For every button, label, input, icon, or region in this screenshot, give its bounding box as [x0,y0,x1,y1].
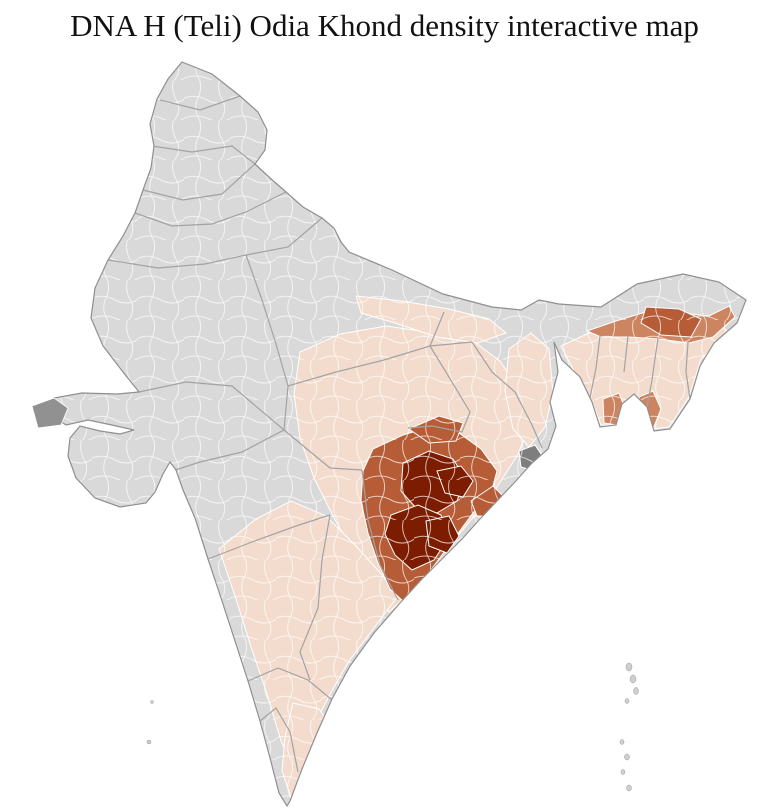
island[interactable] [150,700,154,704]
island[interactable] [624,698,630,704]
island[interactable] [633,687,639,695]
lakshadweep-islands[interactable] [146,700,154,745]
region-west-island[interactable] [31,397,69,429]
district-borders-mesh [48,62,746,806]
state-borders [107,95,691,773]
island[interactable] [626,784,632,792]
density-layers [48,62,746,806]
andaman-nicobar-islands[interactable] [619,662,639,792]
island[interactable] [619,739,625,745]
island[interactable] [625,662,633,672]
island[interactable] [146,739,152,745]
island[interactable] [620,769,626,775]
island[interactable] [629,674,637,684]
island[interactable] [624,753,630,761]
page-title: DNA H (Teli) Odia Khond density interact… [70,8,699,43]
